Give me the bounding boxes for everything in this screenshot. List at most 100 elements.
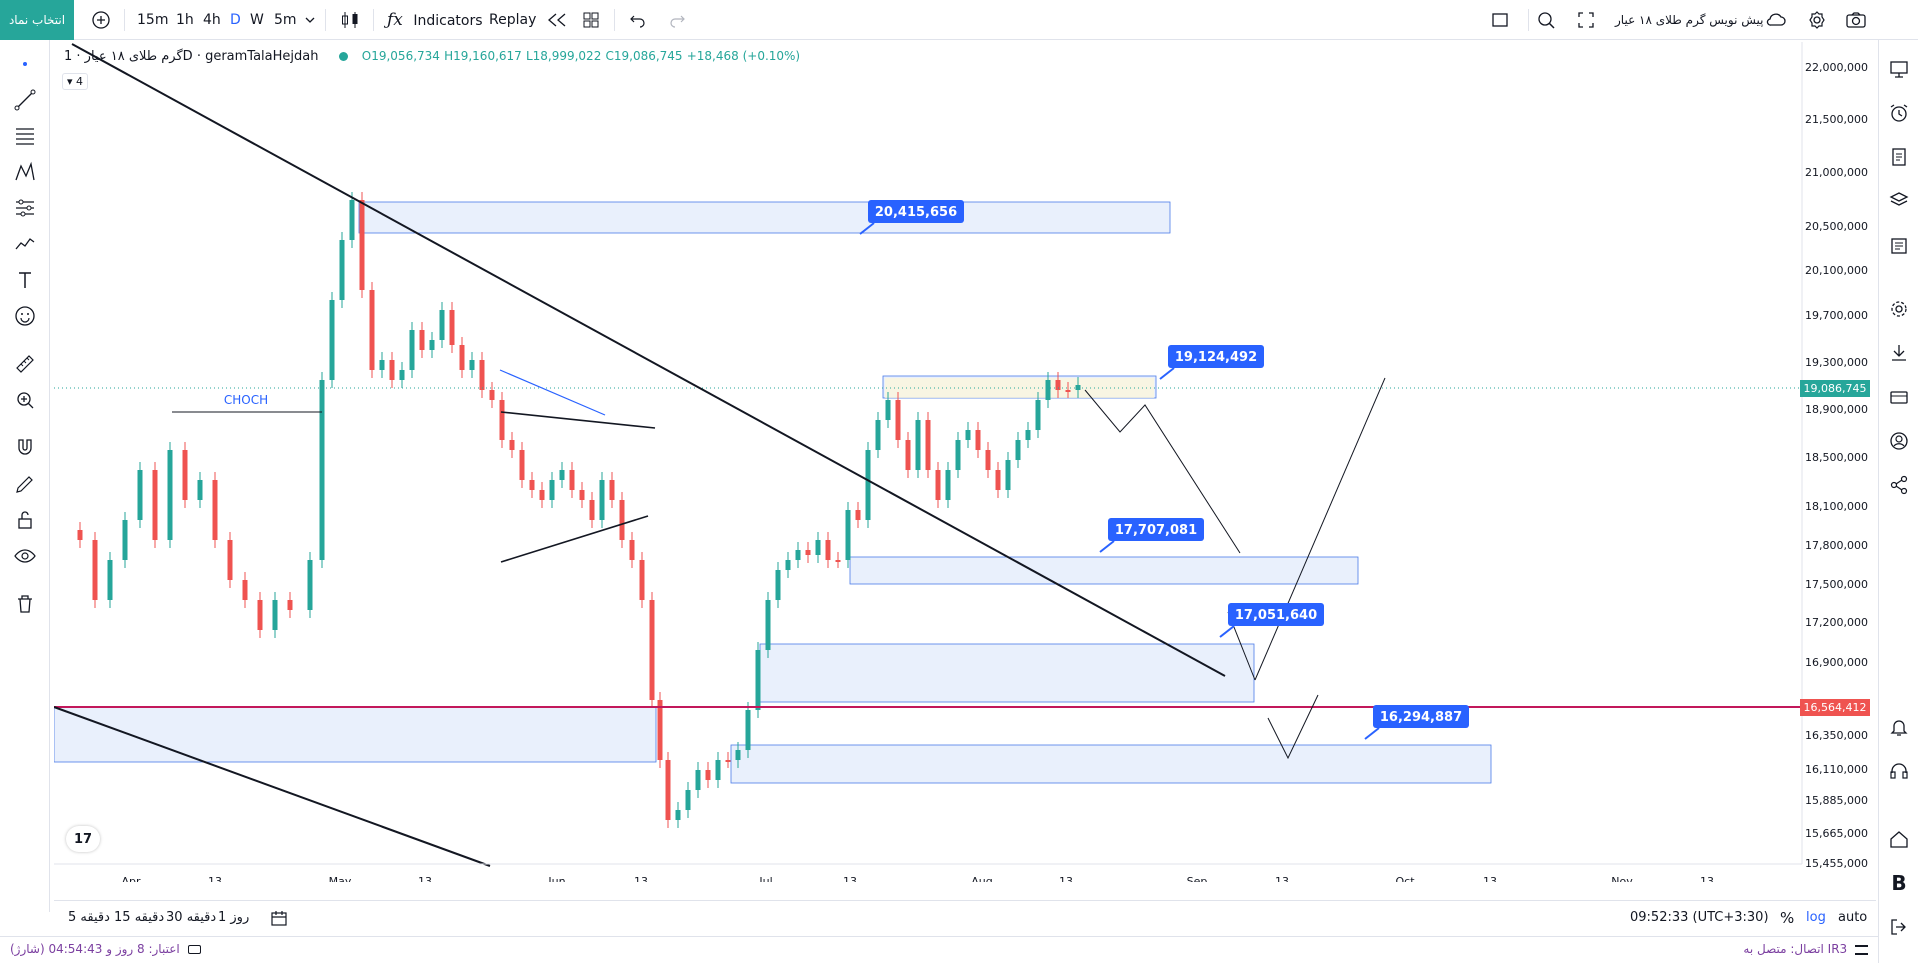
price-callout-label: 17,707,081: [1115, 523, 1197, 538]
candle-body: [122, 520, 128, 560]
replay-rewind-icon: [547, 13, 566, 27]
legend-symbol[interactable]: گرم طلای ۱۸ عیار · 1D · geramTalaHejdah: [64, 49, 319, 64]
candle-body: [589, 500, 595, 520]
home-icon[interactable]: [1885, 825, 1913, 853]
server-list-icon: [1855, 944, 1868, 955]
candle-body: [529, 480, 535, 490]
price-callout-box: [1228, 603, 1324, 626]
prediction-icon[interactable]: [11, 194, 39, 222]
percent-scale-toggle[interactable]: %: [1780, 909, 1795, 927]
key-level-tag-label: 16,564,412: [1804, 701, 1867, 714]
alarm-clock-icon[interactable]: [1885, 99, 1913, 127]
symbol-search-button[interactable]: انتخاب نماد: [0, 0, 74, 40]
pattern-icon[interactable]: [11, 158, 39, 186]
layout-grid-icon[interactable]: [580, 0, 602, 40]
notes-icon[interactable]: [1885, 143, 1913, 171]
candle-body: [389, 360, 395, 380]
interval-15m[interactable]: 15m: [137, 12, 169, 28]
undo-icon[interactable]: [628, 0, 648, 40]
x-tick-label: 13: [1700, 875, 1714, 882]
download-icon[interactable]: [1885, 339, 1913, 367]
candle-body: [1045, 380, 1051, 400]
plus-circle-icon: [92, 11, 110, 29]
replay-button[interactable]: Replay: [489, 0, 569, 40]
settings-gear-icon[interactable]: [1806, 0, 1828, 40]
quick-search-icon[interactable]: [1535, 0, 1557, 40]
candle-body: [695, 770, 701, 790]
indicators-button[interactable]: ƒx Indicators: [387, 0, 483, 40]
auto-scale-toggle[interactable]: auto: [1838, 910, 1868, 925]
tradingview-logo-icon[interactable]: 17: [66, 826, 100, 852]
x-tick-label: Sep: [1187, 875, 1208, 882]
exit-icon[interactable]: [1885, 913, 1913, 941]
wallet-icon[interactable]: [1885, 383, 1913, 411]
emoji-icon[interactable]: [11, 302, 39, 330]
credit-text: اعتبار: 8 روز و 04:54:43 (شارژ): [10, 942, 180, 956]
candle-body: [715, 760, 721, 780]
log-scale-toggle[interactable]: log: [1806, 910, 1826, 925]
interval-w[interactable]: W: [250, 12, 264, 28]
brush-icon[interactable]: [11, 230, 39, 258]
cloud-save-icon[interactable]: [1764, 0, 1788, 40]
candle-body: [559, 470, 565, 480]
x-tick-label: 13: [1483, 875, 1497, 882]
interval-dropdown-chevron-icon[interactable]: [304, 0, 316, 40]
layers-icon[interactable]: [1885, 187, 1913, 215]
x-tick-label: 13: [843, 875, 857, 882]
range-1d[interactable]: 1 روز: [218, 910, 250, 925]
chart-type-candles-icon[interactable]: [338, 0, 362, 40]
chevron-down-icon: ▾: [67, 75, 73, 88]
fib-retracement-icon[interactable]: [11, 122, 39, 150]
redo-icon[interactable]: [667, 0, 687, 40]
lock-draw-icon[interactable]: [11, 470, 39, 498]
candle-body: [675, 810, 681, 820]
zoom-in-icon[interactable]: [11, 386, 39, 414]
trend-line-icon[interactable]: [11, 86, 39, 114]
y-tick-label: 19,700,000: [1805, 309, 1868, 322]
calendar-list-icon[interactable]: [1885, 231, 1913, 259]
interval-d[interactable]: D: [230, 12, 241, 28]
candle-body: [419, 330, 425, 350]
trash-icon[interactable]: [11, 590, 39, 618]
notification-bell-icon[interactable]: [1885, 713, 1913, 741]
price-chart[interactable]: CHOCH 20,415,656 19,124,492 17,707,081 17,0…: [54, 42, 1874, 882]
headset-support-icon[interactable]: [1885, 757, 1913, 785]
camera-icon[interactable]: [1844, 0, 1868, 40]
price-callout-box: [1168, 345, 1264, 368]
range-30m[interactable]: 30 دقیقه: [166, 910, 217, 925]
crosshair-dot-icon[interactable]: [11, 50, 39, 78]
legend-open: O19,056,734: [361, 49, 440, 63]
candle-body: [1015, 440, 1021, 460]
date-range-calendar-icon[interactable]: [269, 901, 289, 935]
text-tool-icon[interactable]: [11, 266, 39, 294]
clock-time[interactable]: 09:52:33 (UTC+3:30): [1630, 910, 1769, 925]
candle-body: [549, 480, 555, 500]
interval-5m[interactable]: 5m: [274, 12, 297, 28]
drawing-toolbar: [0, 40, 50, 912]
legend-status-dot-icon: [338, 52, 348, 61]
ruler-icon[interactable]: [11, 350, 39, 378]
unlock-icon[interactable]: [11, 506, 39, 534]
settings-icon[interactable]: [1885, 295, 1913, 323]
interval-4h[interactable]: 4h: [203, 12, 221, 28]
eye-icon[interactable]: [11, 542, 39, 570]
user-profile-icon[interactable]: [1885, 427, 1913, 455]
expand-icon[interactable]: [1575, 0, 1597, 40]
share-icon[interactable]: [1885, 471, 1913, 499]
add-symbol-button[interactable]: [90, 0, 112, 40]
candle-body: [212, 480, 218, 540]
replay-label: Replay: [489, 12, 537, 28]
range-15m[interactable]: 15 دقیقه: [114, 910, 165, 925]
candle-body: [182, 450, 188, 500]
b-brand-icon[interactable]: B: [1891, 871, 1907, 895]
watchlist-monitor-icon[interactable]: [1885, 55, 1913, 83]
indicator-collapse-toggle[interactable]: ▾ 4: [62, 73, 89, 90]
y-tick-label: 20,100,000: [1805, 264, 1868, 277]
fullscreen-square-icon[interactable]: [1489, 0, 1511, 40]
interval-1h[interactable]: 1h: [176, 12, 194, 28]
candle-body: [895, 400, 901, 440]
range-5m[interactable]: 5 دقیقه: [68, 910, 110, 925]
y-tick-label: 18,900,000: [1805, 403, 1868, 416]
candle-body: [227, 540, 233, 580]
magnet-icon[interactable]: [11, 434, 39, 462]
